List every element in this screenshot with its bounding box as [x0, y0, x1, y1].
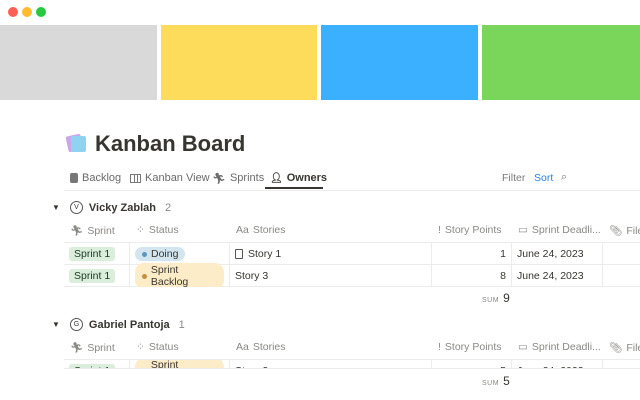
collapse-triangle-icon[interactable]: ▼ — [52, 320, 60, 329]
group-name: Vicky Zablah — [88, 201, 156, 214]
text-aa-icon: Aa — [236, 224, 249, 236]
columns-icon — [130, 173, 141, 183]
status-spinner-icon: ⁘ — [136, 341, 145, 353]
group-name: Gabriel Pantoja — [88, 318, 170, 331]
calendar-icon: ▭ — [518, 224, 528, 236]
exclamation-icon: ! — [438, 224, 441, 236]
sort-button[interactable]: Sort — [534, 172, 554, 184]
page-title: Kanban Board — [95, 131, 246, 156]
tab-label: Kanban View — [145, 172, 210, 184]
runner-icon: 🏃︎ — [212, 172, 226, 185]
tab-owners[interactable]: 👤︎ Owners — [270, 171, 327, 185]
cover-yellow — [161, 25, 317, 100]
column-header[interactable]: ⁘ Status — [136, 341, 179, 353]
text-aa-icon: Aa — [236, 341, 249, 353]
column-header[interactable]: Aa Stories — [236, 224, 286, 236]
sum-footer[interactable]: SUM 9 — [482, 291, 510, 305]
calendar-icon: ▭ — [518, 341, 528, 353]
runner-icon: 🏃︎ — [70, 225, 84, 237]
group-count: 2 — [164, 201, 172, 214]
avatar: V — [69, 201, 83, 214]
tab-label: Backlog — [82, 172, 122, 184]
column-header[interactable]: ! Story Points — [438, 224, 502, 236]
divider — [64, 190, 640, 191]
clipboard-icon — [70, 173, 78, 183]
active-tab-indicator — [265, 187, 323, 189]
group-count: 1 — [178, 318, 185, 331]
divider — [64, 242, 640, 243]
tab-kanban-view[interactable]: Kanban View — [130, 171, 210, 185]
column-header[interactable]: Aa Stories — [236, 341, 286, 353]
cover-green — [482, 25, 640, 100]
sticky-notes-icon — [65, 133, 87, 153]
story-title[interactable]: Story 1 — [248, 248, 282, 260]
sum-value: 9 — [503, 291, 510, 305]
files-cell[interactable] — [603, 265, 640, 287]
sprint-tag[interactable]: Sprint 1 — [69, 247, 116, 261]
tab-label: Owners — [286, 172, 328, 184]
column-header[interactable]: ⁘ Status — [136, 224, 179, 236]
person-icon: 👤︎ — [270, 172, 283, 184]
table-row[interactable]: Sprint 1 Doing Story 1 1 June 24, 2023 — [64, 243, 640, 265]
sprint-tag[interactable]: Sprint 1 — [69, 269, 116, 283]
files-cell[interactable] — [603, 243, 640, 265]
cover-blue — [321, 25, 478, 100]
document-icon — [235, 249, 243, 259]
divider — [64, 359, 640, 360]
tab-label: Sprints — [229, 172, 265, 184]
sprint-tag[interactable]: Sprint 1 — [69, 364, 116, 368]
sprint-deadline[interactable]: June 24, 2023 — [512, 360, 603, 368]
sum-value: 5 — [503, 374, 510, 388]
sprint-deadline[interactable]: June 24, 2023 — [512, 265, 603, 287]
status-spinner-icon: ⁘ — [136, 224, 145, 236]
paperclip-icon: 📎︎ — [609, 342, 623, 354]
status-pill[interactable]: Sprint Backlog — [135, 360, 224, 368]
status-dot — [142, 273, 147, 279]
story-title[interactable]: Story 3 — [235, 270, 269, 282]
group-header[interactable]: ▼ V Vicky Zablah 2 — [52, 201, 171, 214]
column-header[interactable]: ! Story Points — [438, 341, 502, 353]
story-title[interactable]: Story 2 — [235, 365, 268, 368]
runner-icon: 🏃︎ — [70, 342, 84, 354]
column-header[interactable]: 📎︎Files — [609, 341, 640, 355]
table-row[interactable]: Sprint 1 Sprint Backlog Story 3 8 June 2… — [64, 263, 640, 287]
close-window-button[interactable] — [8, 7, 18, 17]
paperclip-icon: 📎︎ — [609, 225, 623, 237]
status-pill[interactable]: Sprint Backlog — [135, 263, 224, 287]
story-points[interactable]: 5 — [432, 360, 512, 368]
avatar: G — [69, 318, 83, 331]
files-cell[interactable] — [603, 360, 640, 368]
collapse-triangle-icon[interactable]: ▼ — [52, 203, 60, 212]
table-row[interactable]: Sprint 1 Sprint Backlog Story 2 5 June 2… — [64, 360, 640, 368]
filter-button[interactable]: Filter — [502, 172, 526, 184]
minimize-window-button[interactable] — [22, 7, 32, 17]
tab-sprints[interactable]: 🏃︎ Sprints — [212, 171, 264, 185]
sprint-deadline[interactable]: June 24, 2023 — [512, 243, 603, 265]
column-header[interactable]: ▭ Sprint Deadli... — [518, 341, 601, 353]
column-header[interactable]: 📎︎Files — [609, 224, 640, 238]
rows: Sprint 1 Sprint Backlog Story 2 5 June 2… — [0, 360, 640, 368]
story-points[interactable]: 8 — [432, 265, 512, 287]
sum-footer[interactable]: SUM 5 — [482, 374, 510, 388]
status-dot — [142, 251, 147, 257]
rows: Sprint 1 Doing Story 1 1 June 24, 2023 S… — [0, 243, 640, 287]
column-header[interactable]: ▭ Sprint Deadli... — [518, 224, 601, 236]
column-header[interactable]: 🏃︎ Sprint — [70, 224, 115, 238]
column-header[interactable]: 🏃︎ Sprint — [70, 341, 115, 355]
group-header[interactable]: ▼ G Gabriel Pantoja 1 — [52, 318, 185, 331]
story-points[interactable]: 1 — [432, 243, 512, 265]
status-pill[interactable]: Doing — [135, 247, 186, 261]
cover-gray — [0, 25, 157, 100]
tab-backlog[interactable]: Backlog — [70, 171, 121, 185]
divider — [64, 368, 640, 369]
exclamation-icon: ! — [438, 341, 441, 353]
search-icon[interactable]: ⌕ — [561, 171, 568, 183]
maximize-window-button[interactable] — [36, 7, 46, 17]
